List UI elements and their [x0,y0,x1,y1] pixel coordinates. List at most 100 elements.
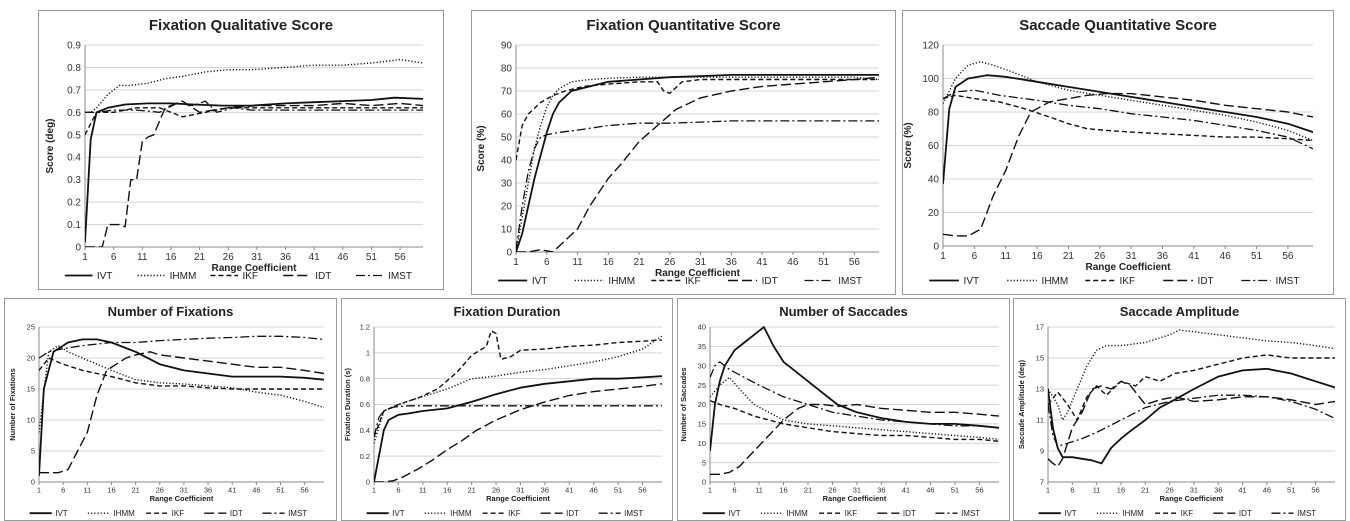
x-tick-label: 21 [131,486,139,495]
y-tick-label: 0 [933,242,939,253]
y-tick-label: 15 [1036,354,1044,363]
y-tick-label: 0.6 [360,400,370,409]
series-line-ihmm [374,335,662,444]
x-tick-label: 21 [1141,486,1149,495]
y-tick-label: 5 [31,447,35,456]
y-tick-label: 0 [366,478,370,487]
series-line-ivt [710,326,999,452]
x-tick-label: 26 [828,486,836,495]
series-group [39,335,324,476]
chart-svg: Fixation Qualitative Score 0 0.1 0.2 0.3 0.4 0… [45,17,423,282]
x-tick-label: 11 [83,486,91,495]
x-tick-label: 46 [252,486,260,495]
series-line-imst [710,361,999,429]
legend-label: IKF [172,509,185,518]
legend-label: IMST [1297,509,1316,518]
y-tick-label: 15 [27,385,35,394]
series-group [374,330,662,482]
y-tick-label: 40 [928,175,940,186]
series-line-ihmm [39,344,324,433]
x-tick-label: 6 [396,486,400,495]
chart-panel-saccade-quantitative-score: Saccade Quantitative Score 0 20 40 60 80 100 12… [902,10,1334,295]
x-tick-label: 6 [972,251,978,262]
chart-panel-number-of-saccades: Number of Saccades 0 5 10 15 20 25 30 35 40 1 6 11 16… [677,298,1010,521]
x-tick-label: 51 [366,252,378,263]
x-axis-label: Range Coefficient [1085,262,1171,273]
y-tick-label: 0 [702,478,706,487]
series-line-ikf [1048,354,1335,421]
y-tick-label: 100 [922,74,939,85]
legend-label: IKF [508,509,521,518]
x-tick-label: 1 [82,252,88,263]
series-line-imst [374,405,662,437]
series-line-ihmm [1048,329,1335,421]
y-tick-label: 10 [698,439,706,448]
x-tick-label: 41 [228,486,236,495]
legend-label: IDT [315,271,331,282]
chart-title: Fixation Quantitative Score [586,17,780,34]
y-tick-label: 0.2 [67,198,81,209]
y-tick-label: 60 [501,110,513,121]
x-axis-label: Range Coefficient [655,268,741,279]
x-tick-label: 36 [877,486,885,495]
legend-label: IDT [1198,276,1214,287]
legend-label: IHMM [1122,509,1144,518]
y-tick-label: 70 [501,87,513,98]
x-tick-label: 56 [301,486,309,495]
x-tick-label: 1 [1046,486,1050,495]
series-line-ivt [374,375,662,482]
x-tick-label: 26 [223,252,235,263]
x-tick-label: 11 [572,257,583,268]
y-tick-label: 20 [27,354,35,363]
series-line-ivt [943,74,1313,185]
y-axis-label: Number of Saccades [679,367,688,441]
y-tick-label: 25 [698,381,706,390]
x-tick-label: 11 [1001,251,1012,262]
y-axis-label: Score (deg) [45,118,56,173]
series-group [516,74,879,252]
x-tick-label: 6 [544,257,550,268]
x-tick-label: 31 [1126,251,1138,262]
legend-label: IVT [964,276,980,287]
chart-title: Number of Fixations [108,304,234,319]
x-axis-label: Range Coefficient [150,494,214,503]
x-tick-label: 21 [804,486,812,495]
series-line-imst [1048,394,1335,447]
legend-label: IMST [388,271,412,282]
y-tick-label: 0.7 [67,85,81,96]
x-tick-label: 36 [1214,486,1222,495]
legend-label: IHMM [786,509,808,518]
series-line-imst [516,120,879,250]
series-line-ihmm [943,61,1313,142]
y-tick-label: 0.1 [67,220,81,231]
chart-svg: Fixation Quantitative Score 0 10 20 30 40 50 60… [476,17,879,287]
x-tick-label: 1 [940,251,946,262]
x-tick-label: 56 [638,486,646,495]
x-tick-label: 26 [492,486,500,495]
x-tick-label: 26 [156,486,164,495]
legend-label: IMST [1276,276,1300,287]
x-tick-label: 46 [787,257,799,268]
x-tick-label: 11 [419,486,427,495]
x-tick-label: 6 [1070,486,1074,495]
series-line-idt [1048,380,1335,468]
x-tick-label: 31 [695,257,707,268]
chart-svg: Saccade Quantitative Score02040608010012… [903,17,1313,287]
y-tick-label: 80 [928,108,940,119]
y-tick-label: 35 [698,342,706,351]
chart-title: Number of Saccades [779,304,908,319]
x-tick-label: 31 [251,252,263,263]
y-tick-label: 0.4 [67,153,81,164]
x-tick-label: 21 [633,257,645,268]
x-tick-label: 36 [280,252,292,263]
series-line-imst [85,100,423,113]
x-tick-label: 36 [1157,251,1169,262]
legend-label: IDT [566,509,579,518]
x-tick-label: 56 [975,486,983,495]
y-tick-label: 40 [501,156,513,167]
series-line-ikf [85,107,423,136]
x-tick-label: 31 [516,486,524,495]
x-axis-label: Range Coefficient [486,494,550,503]
